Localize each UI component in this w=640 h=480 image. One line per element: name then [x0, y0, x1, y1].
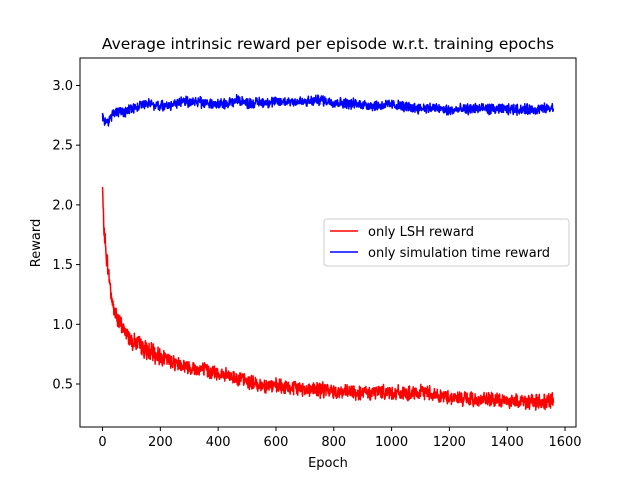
x-tick-label: 200 — [148, 435, 173, 450]
legend: only LSH reward only simulation time rew… — [323, 218, 570, 267]
chart-title: Average intrinsic reward per episode w.r… — [102, 35, 554, 53]
y-axis: 0.5 1.0 1.5 2.0 2.5 3.0 — [52, 79, 80, 393]
y-tick-label: 1.0 — [52, 318, 73, 333]
x-tick-label: 800 — [321, 435, 346, 450]
series-layer — [101, 93, 555, 411]
x-tick-label: 600 — [264, 435, 289, 450]
x-tick-label: 0 — [98, 435, 106, 450]
x-tick-label: 400 — [206, 435, 231, 450]
x-tick-label: 1200 — [433, 435, 466, 450]
x-tick-label: 1000 — [375, 435, 408, 450]
x-axis: 0 200 400 600 800 1000 1200 1400 1600 — [98, 427, 582, 450]
y-tick-label: 0.5 — [52, 378, 73, 393]
legend-frame — [323, 218, 570, 267]
x-tick-label: 1600 — [548, 435, 581, 450]
plot-frame — [79, 57, 577, 428]
y-tick-label: 2.0 — [52, 198, 73, 213]
y-tick-label: 3.0 — [52, 79, 73, 94]
y-tick-label: 2.5 — [52, 139, 73, 154]
y-axis-label: Reward — [29, 219, 44, 267]
series-line-lsh — [101, 186, 555, 411]
y-tick-label: 1.5 — [52, 258, 73, 273]
x-tick-label: 1400 — [491, 435, 524, 450]
x-axis-label: Epoch — [308, 456, 348, 471]
series-line-simulation — [101, 93, 555, 127]
legend-label-lsh: only LSH reward — [368, 225, 474, 240]
legend-label-simulation: only simulation time reward — [368, 246, 550, 261]
